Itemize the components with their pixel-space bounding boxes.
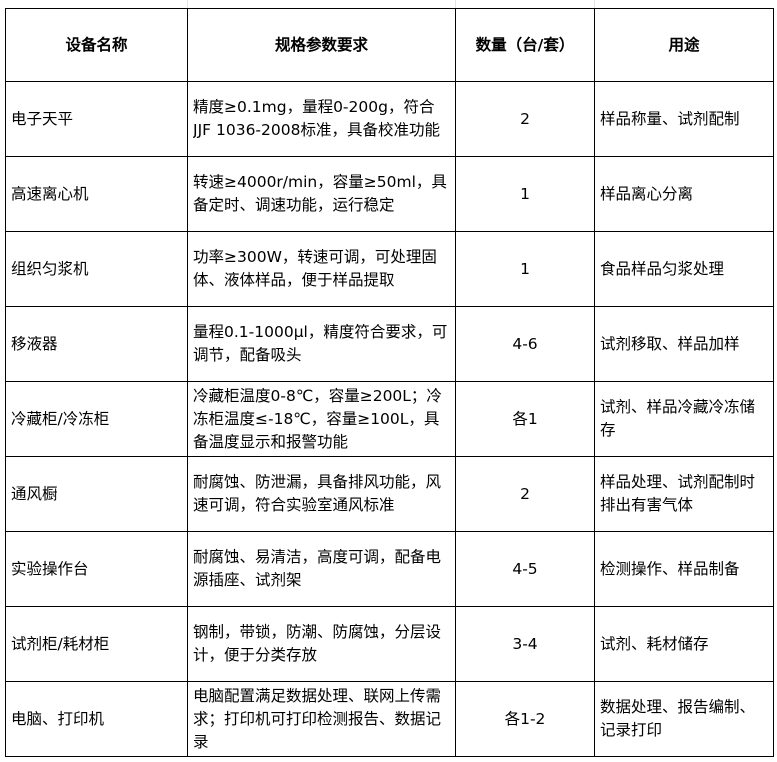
equipment-name-cell-text: 组织匀浆机 xyxy=(11,259,89,278)
quantity-cell-text: 各1-2 xyxy=(504,709,546,728)
table-row: 通风橱 耐腐蚀、防泄漏，具备排风功能，风速可调，符合实验室通风标准 2 样品处理、试剂… xyxy=(5,456,774,532)
quantity-cell[interactable]: 1 xyxy=(455,156,595,232)
spec-cell[interactable]: 冷藏柜温度0-8℃，容量≥200L；冷冻柜温度≤-18℃，容量≥100L，具备温… xyxy=(187,381,456,457)
spec-cell-text: 耐腐蚀、易清洁，高度可调，配备电源插座、试剂架 xyxy=(193,548,442,589)
equipment-name-cell[interactable]: 实验操作台 xyxy=(5,531,188,607)
header-row: 设备名称 规格参数要求 数量（台/套） 用途 xyxy=(5,8,774,82)
use-cell[interactable]: 样品离心分离 xyxy=(594,156,774,232)
quantity-cell[interactable]: 2 xyxy=(455,456,595,532)
spec-cell-text: 钢制，带锁，防潮、防腐蚀，分层设计，便于分类存放 xyxy=(193,623,442,664)
quantity-cell[interactable]: 1 xyxy=(455,231,595,307)
use-cell-text: 试剂移取、样品加样 xyxy=(600,334,740,353)
spec-cell[interactable]: 量程0.1-1000μl，精度符合要求，可调节，配备吸头 xyxy=(187,306,456,382)
quantity-cell[interactable]: 4-5 xyxy=(455,531,595,607)
equipment-name-cell-text: 高速离心机 xyxy=(11,184,89,203)
use-cell[interactable]: 试剂、样品冷藏冷冻储存 xyxy=(594,381,774,457)
spec-cell[interactable]: 转速≥4000r/min，容量≥50ml，具备定时、调速功能，运行稳定 xyxy=(187,156,456,232)
quantity-cell-text: 4-5 xyxy=(512,559,538,578)
equipment-name-cell-text: 电脑、打印机 xyxy=(11,709,105,728)
equipment-name-cell-text: 实验操作台 xyxy=(11,559,89,578)
quantity-cell-text: 各1 xyxy=(512,409,538,428)
header-quantity: 数量（台/套） xyxy=(455,8,595,82)
quantity-cell-text: 3-4 xyxy=(512,634,538,653)
use-cell[interactable]: 数据处理、报告编制、记录打印 xyxy=(594,681,774,757)
equipment-name-cell[interactable]: 组织匀浆机 xyxy=(5,231,188,307)
equipment-name-cell-text: 冷藏柜/冷冻柜 xyxy=(11,409,110,428)
equipment-name-cell[interactable]: 电脑、打印机 xyxy=(5,681,188,757)
use-cell[interactable]: 食品样品匀浆处理 xyxy=(594,231,774,307)
use-cell[interactable]: 试剂移取、样品加样 xyxy=(594,306,774,382)
sheet-gridlines xyxy=(0,0,777,8)
table-row: 移液器 量程0.1-1000μl，精度符合要求，可调节，配备吸头 4-6 试剂移取、样… xyxy=(5,306,774,382)
spec-cell[interactable]: 钢制，带锁，防潮、防腐蚀，分层设计，便于分类存放 xyxy=(187,606,456,682)
quantity-cell-text: 1 xyxy=(520,259,530,278)
spec-cell-text: 精度≥0.1mg，量程0-200g，符合JJF 1036-2008标准，具备校准… xyxy=(193,98,440,139)
use-cell-text: 食品样品匀浆处理 xyxy=(600,259,725,278)
use-cell-text: 试剂、样品冷藏冷冻储存 xyxy=(600,398,756,439)
table-row: 冷藏柜/冷冻柜 冷藏柜温度0-8℃，容量≥200L；冷冻柜温度≤-18℃，容量≥1… xyxy=(5,381,774,457)
header-name: 设备名称 xyxy=(5,8,188,82)
table-row: 实验操作台 耐腐蚀、易清洁，高度可调，配备电源插座、试剂架 4-5 检测操作、样品制备 xyxy=(5,531,774,607)
equipment-name-cell[interactable]: 试剂柜/耗材柜 xyxy=(5,606,188,682)
spec-cell[interactable]: 耐腐蚀、易清洁，高度可调，配备电源插座、试剂架 xyxy=(187,531,456,607)
use-cell-text: 试剂、耗材储存 xyxy=(600,634,709,653)
spec-cell-text: 电脑配置满足数据处理、联网上传需求；打印机可打印检测报告、数据记录 xyxy=(193,686,442,751)
spec-cell-text: 转速≥4000r/min，容量≥50ml，具备定时、调速功能，运行稳定 xyxy=(193,173,447,214)
spec-cell-text: 量程0.1-1000μl，精度符合要求，可调节，配备吸头 xyxy=(193,323,448,364)
table-row: 电脑、打印机 电脑配置满足数据处理、联网上传需求；打印机可打印检测报告、数据记录 各… xyxy=(5,681,774,757)
table-row: 试剂柜/耗材柜 钢制，带锁，防潮、防腐蚀，分层设计，便于分类存放 3-4 试剂、耗材储… xyxy=(5,606,774,682)
spec-cell[interactable]: 精度≥0.1mg，量程0-200g，符合JJF 1036-2008标准，具备校准… xyxy=(187,81,456,157)
quantity-cell[interactable]: 各1-2 xyxy=(455,681,595,757)
use-cell[interactable]: 样品称量、试剂配制 xyxy=(594,81,774,157)
table-row: 高速离心机 转速≥4000r/min，容量≥50ml，具备定时、调速功能，运行稳定… xyxy=(5,156,774,232)
quantity-cell-text: 1 xyxy=(520,184,530,203)
use-cell[interactable]: 试剂、耗材储存 xyxy=(594,606,774,682)
table-row: 电子天平 精度≥0.1mg，量程0-200g，符合JJF 1036-2008标准，… xyxy=(5,81,774,157)
header-spec: 规格参数要求 xyxy=(187,8,456,82)
table-row: 组织匀浆机 功率≥300W，转速可调，可处理固体、液体样品，便于样品提取 1 食品样品… xyxy=(5,231,774,307)
quantity-cell[interactable]: 3-4 xyxy=(455,606,595,682)
use-cell-text: 检测操作、样品制备 xyxy=(600,559,740,578)
equipment-name-cell[interactable]: 通风橱 xyxy=(5,456,188,532)
header-use: 用途 xyxy=(594,8,774,82)
equipment-name-cell[interactable]: 冷藏柜/冷冻柜 xyxy=(5,381,188,457)
quantity-cell-text: 2 xyxy=(520,484,530,503)
spec-cell[interactable]: 功率≥300W，转速可调，可处理固体、液体样品，便于样品提取 xyxy=(187,231,456,307)
spec-cell-text: 功率≥300W，转速可调，可处理固体、液体样品，便于样品提取 xyxy=(193,248,437,289)
spec-cell[interactable]: 耐腐蚀、防泄漏，具备排风功能，风速可调，符合实验室通风标准 xyxy=(187,456,456,532)
use-cell-text: 样品称量、试剂配制 xyxy=(600,109,740,128)
spec-cell[interactable]: 电脑配置满足数据处理、联网上传需求；打印机可打印检测报告、数据记录 xyxy=(187,681,456,757)
equipment-name-cell-text: 移液器 xyxy=(11,334,58,353)
use-cell[interactable]: 检测操作、样品制备 xyxy=(594,531,774,607)
equipment-name-cell[interactable]: 移液器 xyxy=(5,306,188,382)
use-cell-text: 样品离心分离 xyxy=(600,184,694,203)
equipment-name-cell-text: 试剂柜/耗材柜 xyxy=(11,634,110,653)
quantity-cell[interactable]: 2 xyxy=(455,81,595,157)
quantity-cell[interactable]: 各1 xyxy=(455,381,595,457)
equipment-name-cell-text: 通风橱 xyxy=(11,484,58,503)
spec-cell-text: 耐腐蚀、防泄漏，具备排风功能，风速可调，符合实验室通风标准 xyxy=(193,473,442,514)
equipment-name-cell[interactable]: 高速离心机 xyxy=(5,156,188,232)
spec-cell-text: 冷藏柜温度0-8℃，容量≥200L；冷冻柜温度≤-18℃，容量≥100L，具备温… xyxy=(193,386,442,451)
quantity-cell-text: 4-6 xyxy=(512,334,538,353)
quantity-cell-text: 2 xyxy=(520,109,530,128)
equipment-name-cell[interactable]: 电子天平 xyxy=(5,81,188,157)
equipment-table: 设备名称 规格参数要求 数量（台/套） 用途 电子天平 精度≥0.1mg，量程0-… xyxy=(5,8,774,757)
use-cell-text: 样品处理、试剂配制时排出有害气体 xyxy=(600,473,756,514)
use-cell[interactable]: 样品处理、试剂配制时排出有害气体 xyxy=(594,456,774,532)
quantity-cell[interactable]: 4-6 xyxy=(455,306,595,382)
use-cell-text: 数据处理、报告编制、记录打印 xyxy=(600,698,756,739)
equipment-name-cell-text: 电子天平 xyxy=(11,109,74,128)
